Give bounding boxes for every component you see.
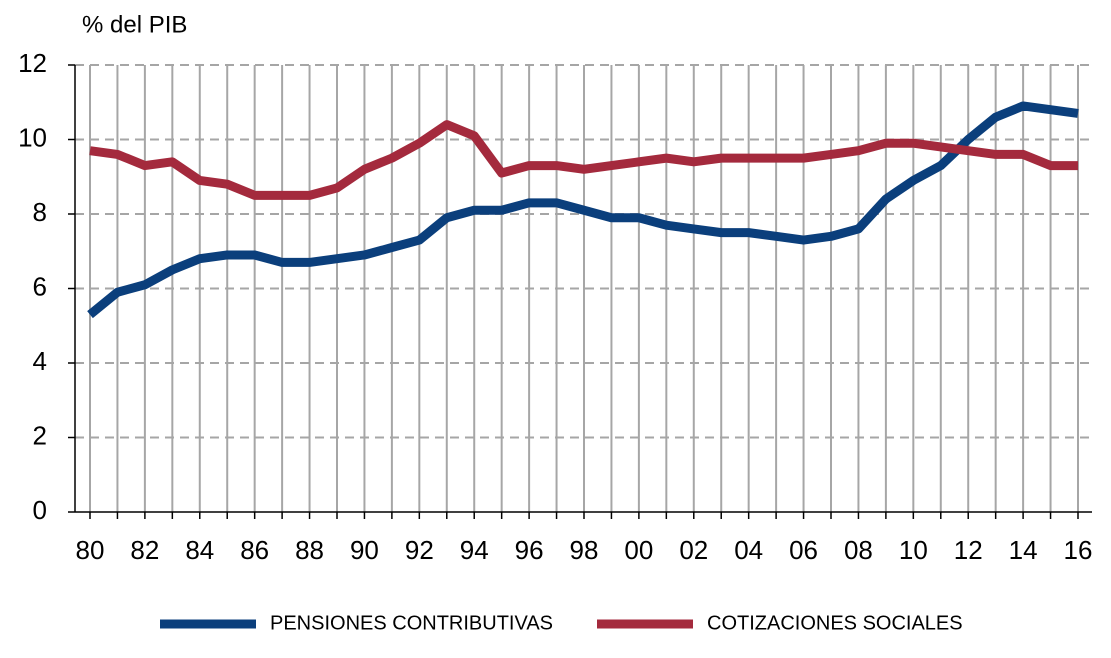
y-tick-label: 10 bbox=[18, 122, 47, 152]
x-tick-label: 16 bbox=[1064, 535, 1093, 565]
y-tick-label: 8 bbox=[33, 197, 47, 227]
x-tick-label: 08 bbox=[844, 535, 873, 565]
x-tick-label: 90 bbox=[350, 535, 379, 565]
y-tick-label: 2 bbox=[33, 420, 47, 450]
x-tick-label: 92 bbox=[405, 535, 434, 565]
x-tick-label: 98 bbox=[570, 535, 599, 565]
x-tick-label: 84 bbox=[185, 535, 214, 565]
x-tick-label: 88 bbox=[295, 535, 324, 565]
y-axis-label: % del PIB bbox=[82, 11, 187, 38]
legend-label: PENSIONES CONTRIBUTIVAS bbox=[270, 612, 553, 634]
y-tick-label: 12 bbox=[18, 48, 47, 78]
x-tick-label: 06 bbox=[789, 535, 818, 565]
x-tick-label: 02 bbox=[679, 535, 708, 565]
x-tick-label: 14 bbox=[1009, 535, 1038, 565]
legend-label: COTIZACIONES SOCIALES bbox=[707, 612, 963, 634]
x-tick-label: 00 bbox=[624, 535, 653, 565]
x-tick-label: 10 bbox=[899, 535, 928, 565]
x-tick-label: 12 bbox=[954, 535, 983, 565]
x-tick-label: 04 bbox=[734, 535, 763, 565]
y-tick-label: 0 bbox=[33, 495, 47, 525]
x-tick-label: 94 bbox=[460, 535, 489, 565]
line-series bbox=[89, 120, 1078, 200]
x-tick-label: 80 bbox=[76, 535, 105, 565]
x-tick-label: 82 bbox=[130, 535, 159, 565]
line-series bbox=[87, 101, 1079, 319]
y-tick-label: 4 bbox=[33, 346, 47, 376]
x-tick-label: 86 bbox=[240, 535, 269, 565]
y-tick-label: 6 bbox=[33, 271, 47, 301]
x-tick-label: 96 bbox=[515, 535, 544, 565]
